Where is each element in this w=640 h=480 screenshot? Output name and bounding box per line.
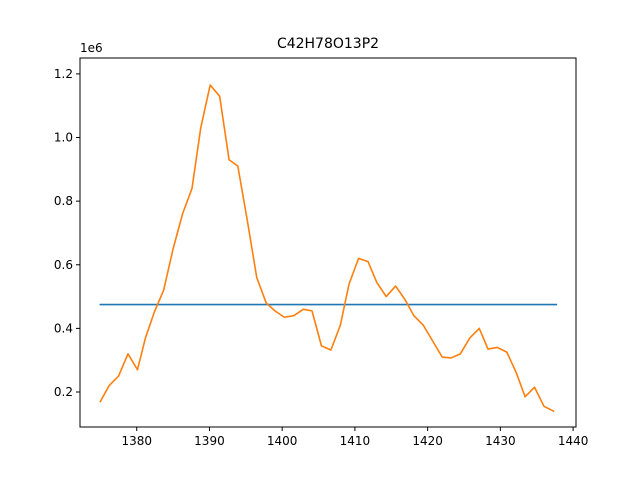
x-tick-label: 1440 [558,434,589,448]
x-tick-label: 1420 [412,434,443,448]
x-tick-label: 1430 [485,434,516,448]
chart-title: C42H78O13P2 [277,36,379,52]
y-tick-label: 1.2 [54,67,73,81]
y-tick-label: 0.6 [54,258,73,272]
axis-ticks: 1380 1390 1400 1410 1420 1430 1440 0.2 0.4 0.6 0.8… [54,67,588,448]
x-tick-label: 1400 [267,434,298,448]
y-tick-label: 0.8 [54,194,73,208]
series-line-2 [99,84,555,413]
series-lines [99,84,558,413]
y-tick-label: 0.4 [54,321,73,335]
plot-frame [79,57,577,428]
x-tick-label: 1380 [121,434,152,448]
x-tick-label: 1410 [340,434,371,448]
y-tick-label: 0.2 [54,385,73,399]
y-offset-label: 1e6 [80,41,103,55]
x-tick-label: 1390 [194,434,225,448]
y-tick-label: 1.0 [54,131,73,145]
